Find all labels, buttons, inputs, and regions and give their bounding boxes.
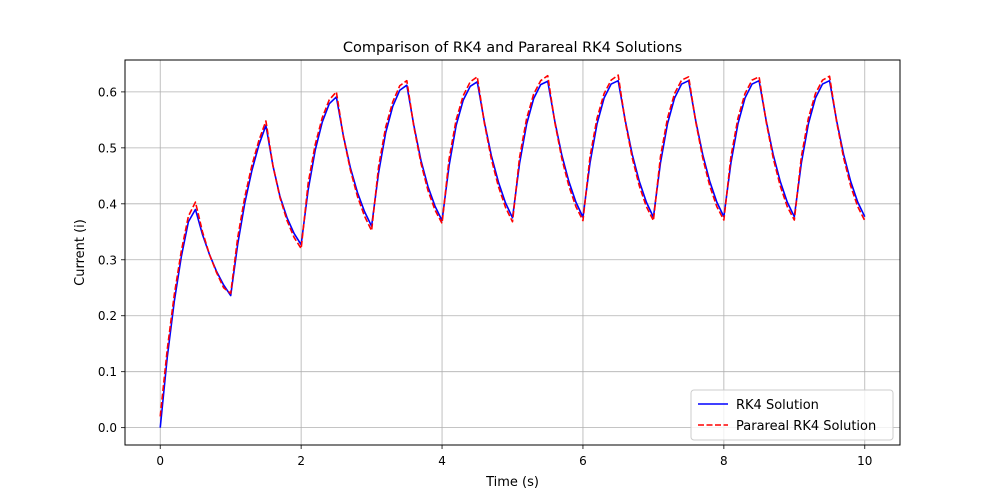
plot-frame bbox=[124, 59, 901, 446]
x-tick-label: 0 bbox=[156, 454, 164, 468]
legend-label-rk4: RK4 Solution bbox=[736, 398, 819, 413]
plot-area bbox=[125, 60, 900, 445]
y-tick-label: 0.5 bbox=[98, 141, 117, 155]
legend: RK4 Solution Parareal RK4 Solution bbox=[690, 389, 894, 441]
x-axis-label: Time (s) bbox=[485, 475, 539, 490]
y-tick-label: 0.2 bbox=[98, 309, 117, 323]
y-tick-label: 0.4 bbox=[98, 197, 117, 211]
x-tick-label: 4 bbox=[438, 454, 446, 468]
y-tick-label: 0.0 bbox=[98, 421, 117, 435]
x-tick-label: 6 bbox=[579, 454, 587, 468]
y-axis-label: Current (i) bbox=[73, 219, 88, 286]
y-tick-label: 0.3 bbox=[98, 253, 117, 267]
axis-ticks: 0 2 4 6 8 10 0.0 0.1 0.2 0.3 0.4 0.5 0.6 bbox=[98, 85, 873, 468]
x-tick-label: 10 bbox=[857, 454, 872, 468]
x-tick-label: 2 bbox=[297, 454, 305, 468]
y-tick-label: 0.6 bbox=[98, 85, 117, 99]
legend-box bbox=[690, 389, 894, 441]
series-layer bbox=[159, 74, 866, 428]
y-tick-label: 0.1 bbox=[98, 365, 117, 379]
x-tick-label: 8 bbox=[720, 454, 728, 468]
legend-label-parareal: Parareal RK4 Solution bbox=[736, 419, 876, 434]
rk4-solution-line bbox=[159, 79, 866, 428]
chart-title: Comparison of RK4 and Parareal RK4 Solut… bbox=[343, 40, 682, 56]
parareal-rk4-solution-line bbox=[159, 74, 866, 417]
